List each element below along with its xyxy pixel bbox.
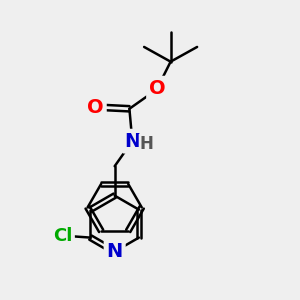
Text: O: O [149, 79, 166, 98]
Text: H: H [140, 134, 153, 152]
Text: Cl: Cl [53, 227, 72, 245]
Text: N: N [106, 242, 123, 261]
Text: O: O [87, 98, 104, 117]
Text: N: N [124, 132, 140, 151]
